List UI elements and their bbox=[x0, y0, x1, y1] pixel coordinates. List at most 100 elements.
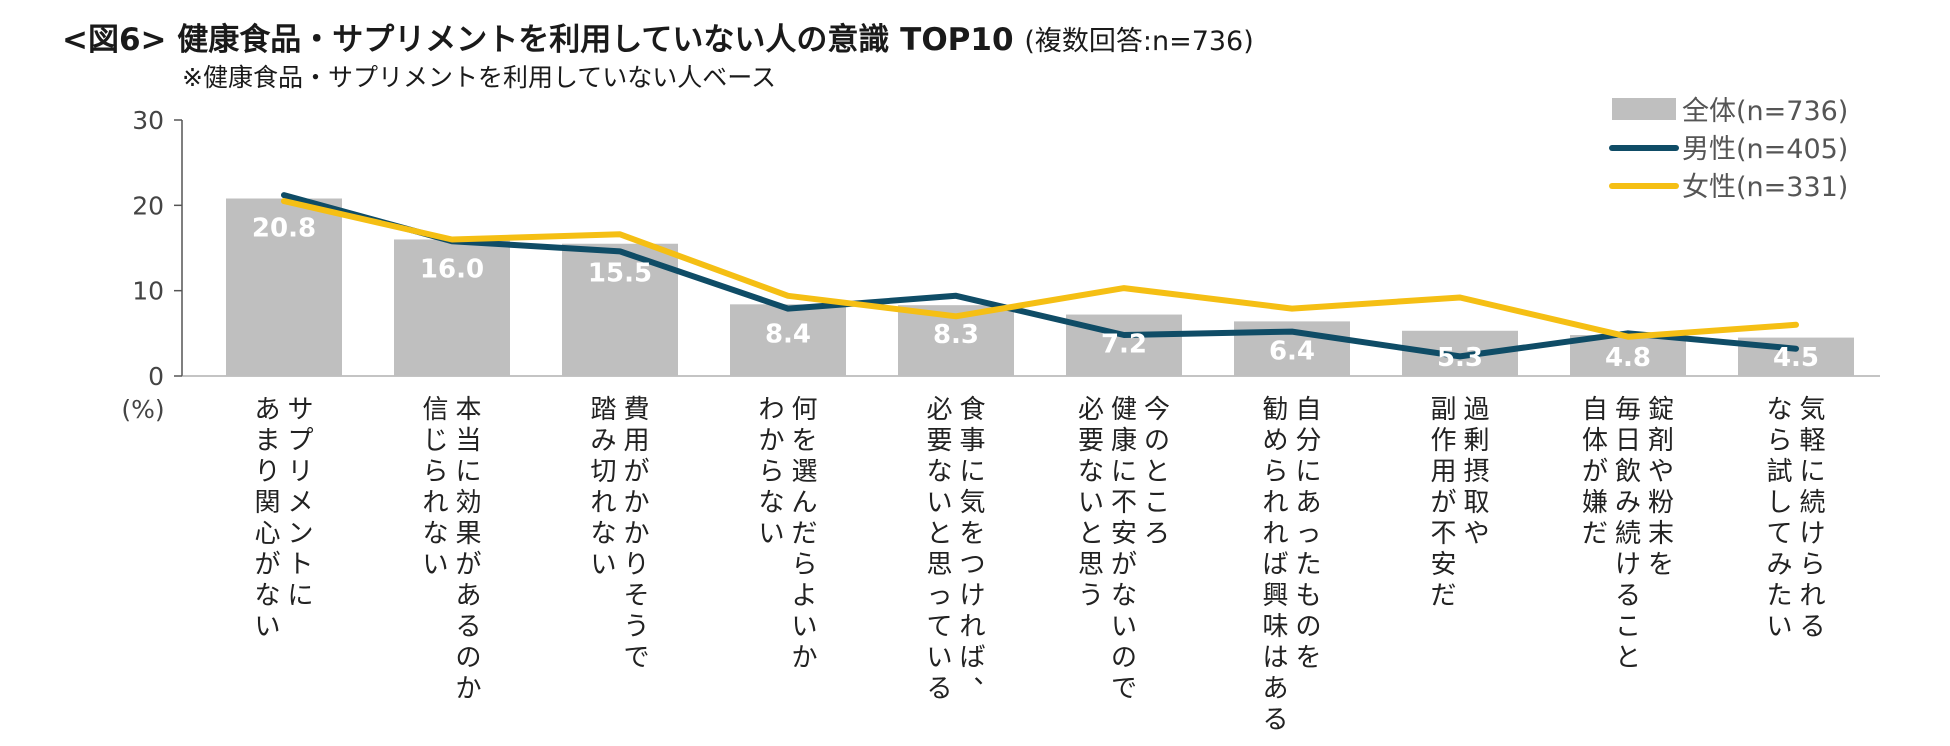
category-label-char: 体 bbox=[1582, 426, 1608, 456]
category-label-char: ま bbox=[254, 426, 280, 456]
category-label-char: 安 bbox=[1111, 519, 1137, 549]
category-label-char: サ bbox=[287, 395, 313, 425]
category-label-char: み bbox=[590, 426, 616, 456]
y-tick-label: 10 bbox=[132, 277, 164, 306]
category-label-char: つ bbox=[959, 550, 985, 580]
category-label-char: ら bbox=[1799, 550, 1825, 580]
category-label-char: れ bbox=[959, 612, 985, 642]
category-label-char: 選 bbox=[791, 457, 817, 487]
bar-value-label: 6.4 bbox=[1269, 336, 1315, 366]
category-label-char: 関 bbox=[254, 488, 280, 518]
category-label-char: か bbox=[455, 674, 481, 704]
bar-value-label: 16.0 bbox=[420, 254, 484, 284]
y-tick-label: 0 bbox=[148, 362, 164, 391]
y-axis: 0 10 20 30 (%) bbox=[121, 106, 1880, 424]
category-label-char: 必 bbox=[926, 395, 952, 425]
category-label-char: か bbox=[758, 426, 784, 456]
category-label-char: 軽 bbox=[1799, 426, 1825, 456]
category-label-char: 気 bbox=[1799, 395, 1825, 425]
category-label-char: 何 bbox=[791, 395, 817, 425]
category-label-char: の bbox=[1295, 612, 1321, 642]
category-label-char: い bbox=[254, 612, 280, 642]
category-label-char: メ bbox=[287, 488, 313, 518]
category-label-char: み bbox=[1766, 550, 1792, 580]
category-label-char: け bbox=[1615, 550, 1641, 580]
bar-value-label: 4.8 bbox=[1605, 343, 1651, 373]
category-label-char: 末 bbox=[1648, 519, 1674, 549]
category-label-char: 剤 bbox=[1648, 426, 1674, 456]
category-label-char: う bbox=[1078, 581, 1104, 611]
category-label-char: 続 bbox=[1615, 519, 1641, 549]
category-label-char: 思 bbox=[1078, 550, 1104, 580]
category-label-char: れ bbox=[1262, 488, 1288, 518]
y-tick-label: 30 bbox=[132, 106, 164, 135]
category-label-char: が bbox=[623, 457, 649, 487]
category-label-char: れ bbox=[422, 488, 448, 518]
category-label-char: り bbox=[254, 457, 280, 487]
category-label-char: 事 bbox=[959, 426, 985, 456]
category-label-char: ろ bbox=[1144, 519, 1170, 549]
category-label-char: 粉 bbox=[1648, 488, 1674, 518]
category-label-char: 興 bbox=[1262, 581, 1288, 611]
category-label-char: い bbox=[1766, 612, 1792, 642]
category-label-char: 果 bbox=[455, 519, 481, 549]
category-label-char: に bbox=[1799, 457, 1825, 487]
category-label-char: 当 bbox=[455, 426, 481, 456]
category-label-char: 要 bbox=[926, 426, 952, 456]
line-series bbox=[281, 192, 1799, 360]
category-label-char: る bbox=[1799, 612, 1825, 642]
category-label-char: か bbox=[623, 488, 649, 518]
category-label-char: う bbox=[623, 612, 649, 642]
category-label-char: に bbox=[959, 457, 985, 487]
category-label-char: あ bbox=[1262, 674, 1288, 704]
category-label-char: ら bbox=[422, 457, 448, 487]
category-label-char: も bbox=[1295, 581, 1321, 611]
category-label-char: や bbox=[1463, 519, 1489, 549]
category-label-char: 錠 bbox=[1648, 395, 1674, 425]
category-label-char: っ bbox=[926, 581, 952, 611]
category-label-char: 要 bbox=[1078, 426, 1104, 456]
category-label-char: 健 bbox=[1111, 395, 1137, 425]
category-label-char: た bbox=[1295, 550, 1321, 580]
category-label-char: る bbox=[1262, 705, 1288, 735]
category-label-char: や bbox=[1648, 457, 1674, 487]
category-label-char: で bbox=[623, 643, 649, 673]
category-label-char: 今 bbox=[1144, 395, 1170, 425]
category-label-char: 試 bbox=[1766, 457, 1792, 487]
legend-label: 男性(n=405) bbox=[1682, 134, 1848, 165]
category-label-char: れ bbox=[590, 488, 616, 518]
category-label-char: い bbox=[1078, 488, 1104, 518]
bar-value-label: 4.5 bbox=[1773, 343, 1819, 373]
category-labels: サプリメントにあまり関心がない本当に効果があるのか信じられない費用がかかりそうで… bbox=[254, 395, 1825, 735]
category-label-char: り bbox=[623, 550, 649, 580]
category-label-char: る bbox=[1615, 581, 1641, 611]
category-label-char: が bbox=[1430, 488, 1456, 518]
category-label-char: な bbox=[590, 519, 616, 549]
category-label-char: 切 bbox=[590, 457, 616, 487]
category-label-char: め bbox=[1262, 426, 1288, 456]
category-label-char: い bbox=[926, 643, 952, 673]
category-label-char: 摂 bbox=[1463, 457, 1489, 487]
category-label-char: ト bbox=[287, 550, 313, 580]
category-label-char: て bbox=[1766, 519, 1792, 549]
category-label-char: 不 bbox=[1111, 488, 1137, 518]
category-label-char: ば bbox=[959, 643, 985, 673]
category-label-char: い bbox=[791, 612, 817, 642]
category-label-char: と bbox=[1615, 643, 1641, 673]
bar bbox=[1570, 335, 1686, 376]
category-label-char: よ bbox=[791, 581, 817, 611]
category-label-char: た bbox=[1766, 581, 1792, 611]
category-label-char: し bbox=[1766, 488, 1792, 518]
category-label-char: け bbox=[1799, 519, 1825, 549]
bar bbox=[394, 239, 510, 376]
category-label-char: ら bbox=[1766, 426, 1792, 456]
category-label-char: な bbox=[422, 519, 448, 549]
chart-subtitle: ※健康食品・サプリメントを利用していない人ベース bbox=[182, 63, 776, 92]
bar-value-label: 8.4 bbox=[765, 319, 811, 349]
category-label-char: か bbox=[791, 643, 817, 673]
category-label-char: が bbox=[1582, 457, 1608, 487]
legend-label: 全体(n=736) bbox=[1682, 96, 1848, 127]
y-tick-label: 20 bbox=[132, 191, 164, 220]
category-label-char: を bbox=[1295, 643, 1321, 673]
